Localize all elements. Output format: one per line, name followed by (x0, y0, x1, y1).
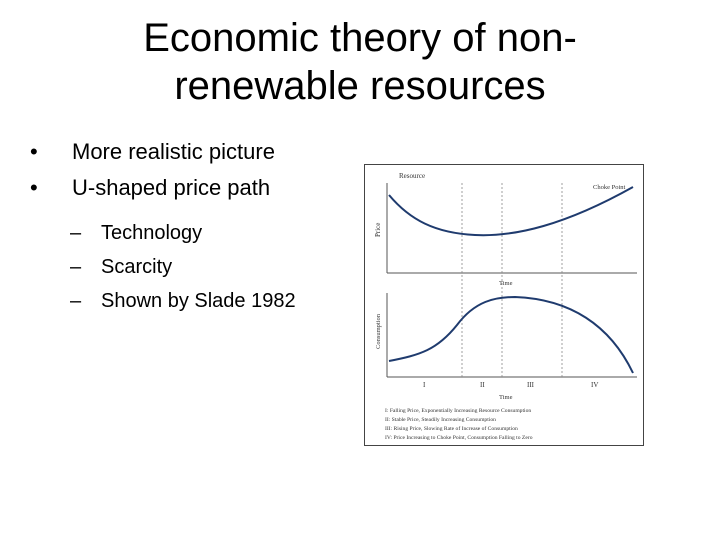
title-line-2: renewable resources (174, 64, 546, 108)
bullet-text: U-shaped price path (72, 175, 271, 200)
bullet-text: More realistic picture (72, 139, 275, 164)
sub-bullet-item: – Shown by Slade 1982 (28, 284, 358, 318)
slide-title: Economic theory of non- renewable resour… (60, 14, 660, 110)
sub-bullet-text: Scarcity (101, 255, 173, 278)
price-curve (388, 186, 634, 237)
sub-bullet-text: Shown by Slade 1982 (101, 289, 296, 312)
bottom-time-label: Time (499, 394, 513, 401)
bullet-marker: • (30, 139, 38, 164)
legend-item: I: Falling Price, Exponentially Increasi… (385, 408, 531, 414)
top-time-label: Time (499, 280, 513, 287)
bullet-list: • More realistic picture • U-shaped pric… (28, 134, 358, 318)
consumption-curve (388, 295, 634, 374)
stage-label: I (423, 381, 426, 389)
figure-svg: Resource Choke Point Price Time Consumpt… (374, 172, 637, 441)
sub-bullet-item: – Technology (28, 216, 358, 250)
choke-point-label: Choke Point (593, 184, 626, 191)
stage-label: IV (591, 381, 598, 389)
sub-bullet-marker: – (70, 221, 82, 244)
slade-price-path-figure: Resource Choke Point Price Time Consumpt… (364, 164, 644, 446)
legend-item: IV: Price Increasing to Choke Point, Con… (385, 435, 533, 441)
resource-label: Resource (399, 172, 425, 180)
bullet-item: • More realistic picture (28, 134, 358, 170)
price-axis-label: Price (374, 223, 382, 237)
bullet-item: • U-shaped price path (28, 170, 358, 206)
sub-bullet-marker: – (70, 255, 82, 278)
bullet-marker: • (30, 175, 38, 200)
sub-bullet-marker: – (70, 289, 82, 312)
consumption-axis-label: Consumption (375, 313, 382, 349)
stage-label: II (480, 381, 485, 389)
legend-item: III: Rising Price, Slowing Rate of Incre… (385, 425, 518, 432)
stage-label: III (527, 381, 535, 389)
title-line-1: Economic theory of non- (143, 16, 577, 60)
sub-bullet-item: – Scarcity (28, 250, 358, 284)
legend-item: II: Stable Price, Steadily Increasing Co… (385, 417, 496, 423)
sub-bullet-text: Technology (101, 221, 203, 244)
